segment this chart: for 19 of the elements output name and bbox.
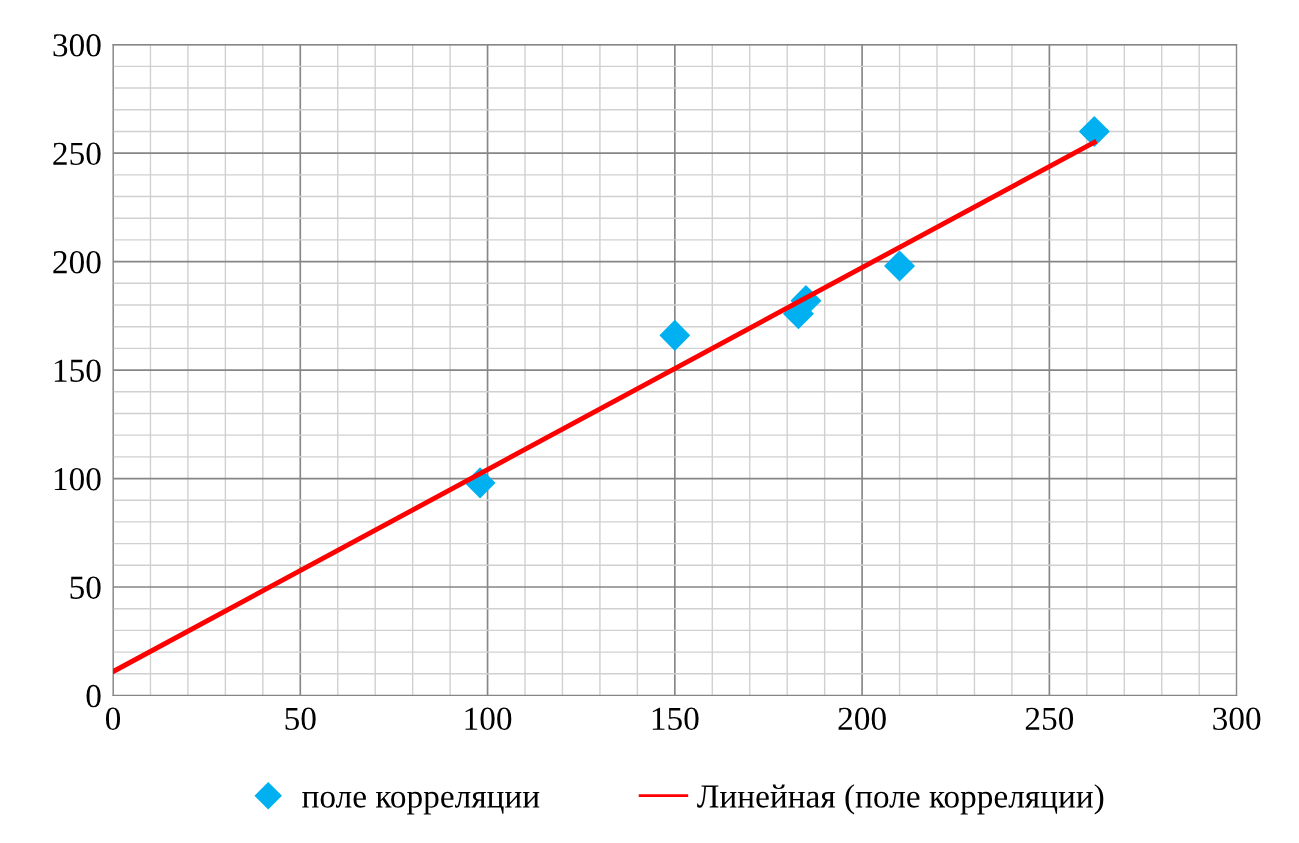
legend-label: Линейная (поле корреляции) xyxy=(697,784,1104,815)
y-tick-label: 200 xyxy=(53,251,101,274)
y-tick-label: 50 xyxy=(70,576,101,599)
y-tick-label: 250 xyxy=(53,142,101,166)
x-tick-label: 50 xyxy=(285,707,316,731)
x-tick-label: 0 xyxy=(105,707,121,731)
point xyxy=(659,320,691,351)
x-tick-label: 250 xyxy=(1025,707,1074,731)
point xyxy=(884,250,915,282)
y-tick-label: 100 xyxy=(54,467,101,491)
x-tick-label: 200 xyxy=(838,707,886,731)
point xyxy=(1079,116,1110,147)
x-tick-label: 100 xyxy=(465,707,512,731)
y-tick-label: 0 xyxy=(86,684,101,708)
y-tick-label: 300 xyxy=(53,34,101,57)
x-tick-label: 150 xyxy=(652,707,699,731)
legend-label: поле корреляции xyxy=(302,791,540,815)
y-tick-label: 150 xyxy=(54,359,101,382)
x-tick-label: 300 xyxy=(1213,707,1261,731)
